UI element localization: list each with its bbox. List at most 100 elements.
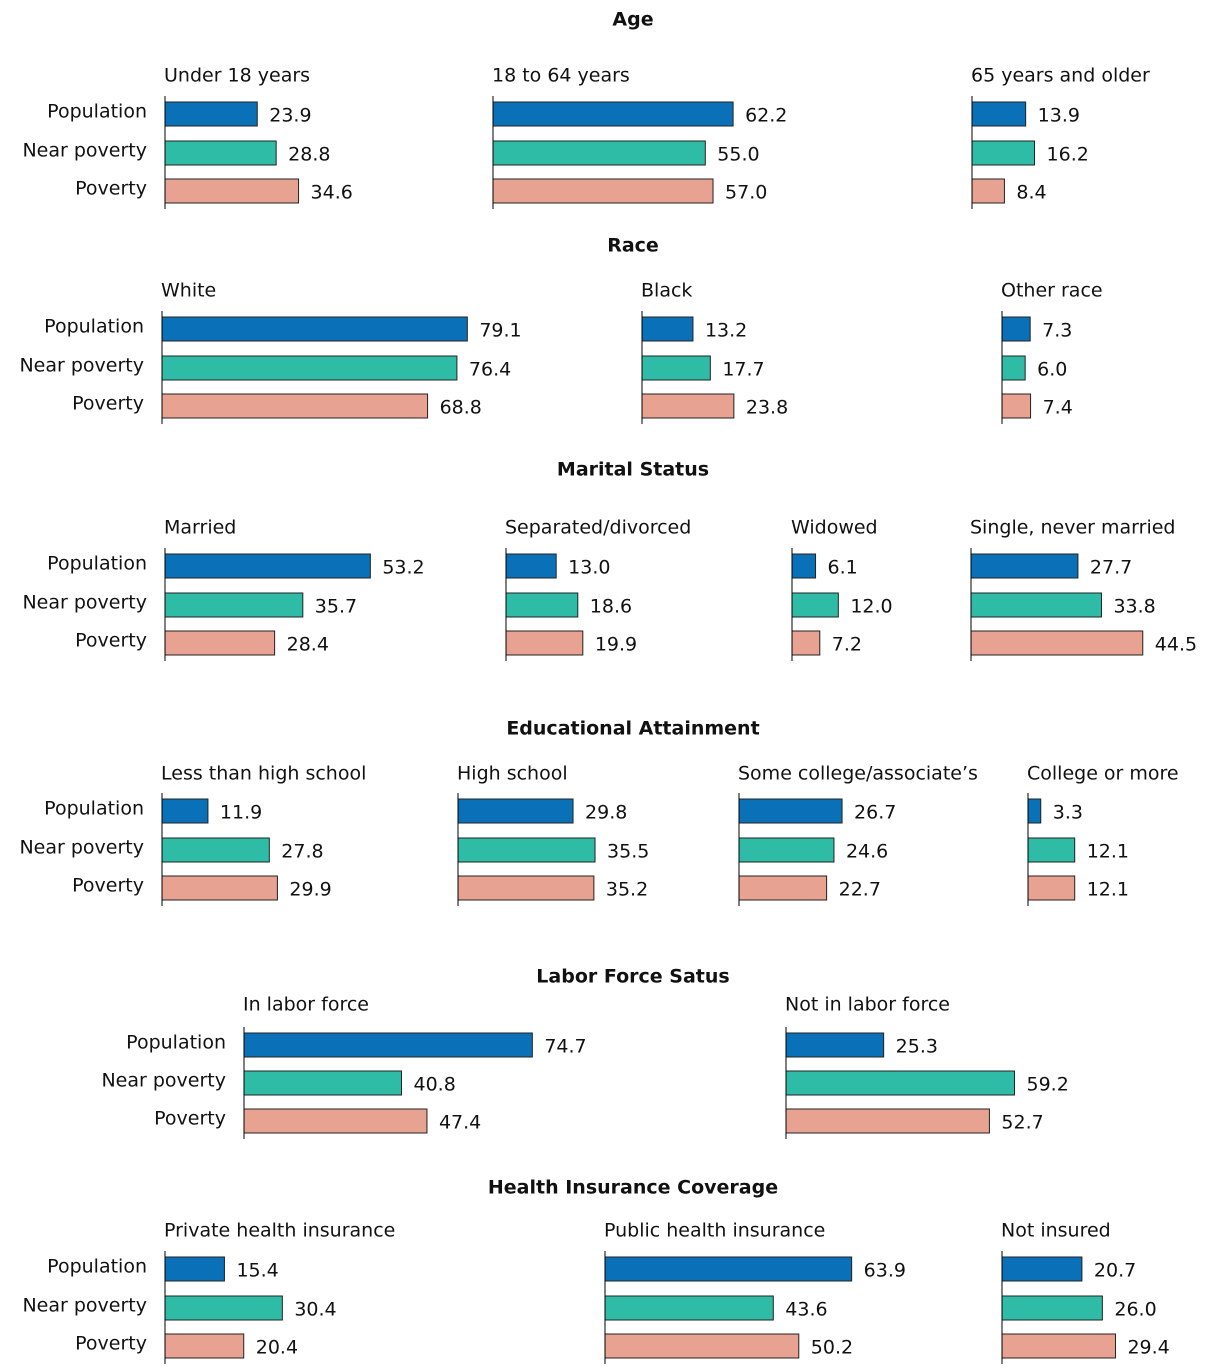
value-label: 44.5 — [1155, 634, 1197, 656]
panel-title: Not in labor force — [785, 994, 950, 1016]
value-label: 12.0 — [850, 596, 892, 618]
value-label: 50.2 — [811, 1337, 853, 1359]
bar — [457, 875, 595, 901]
bar — [161, 316, 468, 342]
bar — [1001, 355, 1026, 381]
section-title: Race — [607, 235, 659, 257]
value-label: 35.2 — [606, 879, 648, 901]
section-title: Age — [612, 9, 653, 31]
value-label: 76.4 — [469, 359, 511, 381]
value-label: 28.4 — [287, 634, 329, 656]
bar — [1001, 1333, 1116, 1359]
value-label: 53.2 — [382, 557, 424, 579]
value-label: 35.5 — [607, 841, 649, 863]
bar — [161, 837, 270, 863]
value-label: 20.4 — [256, 1337, 298, 1359]
bar — [164, 178, 300, 204]
bar — [970, 630, 1144, 656]
value-label: 18.6 — [590, 596, 632, 618]
value-label: 29.8 — [585, 802, 627, 824]
value-label: 27.7 — [1090, 557, 1132, 579]
bar — [164, 1333, 245, 1359]
panel-title: Other race — [1001, 280, 1103, 302]
value-label: 7.4 — [1043, 397, 1073, 419]
value-label: 23.8 — [746, 397, 788, 419]
bar — [492, 140, 706, 166]
bar — [505, 630, 584, 656]
category-label: Population — [126, 1032, 226, 1054]
bar — [785, 1032, 885, 1058]
category-label: Population — [47, 1256, 147, 1278]
bar — [243, 1070, 402, 1096]
value-label: 34.6 — [311, 182, 353, 204]
bar — [164, 630, 276, 656]
panel-title: Not insured — [1001, 1220, 1111, 1242]
value-label: 22.7 — [839, 879, 881, 901]
value-label: 63.9 — [864, 1260, 906, 1282]
panel-title: Married — [164, 517, 236, 539]
value-label: 6.0 — [1037, 359, 1067, 381]
bar — [970, 592, 1102, 618]
bar — [971, 101, 1027, 127]
value-label: 15.4 — [236, 1260, 278, 1282]
category-label: Near poverty — [22, 1295, 147, 1317]
category-label: Poverty — [75, 178, 147, 200]
bar — [641, 355, 711, 381]
bar — [457, 798, 574, 824]
bar — [1001, 1295, 1103, 1321]
bar — [161, 393, 429, 419]
bar — [1001, 393, 1032, 419]
bar — [505, 592, 579, 618]
value-label: 28.8 — [288, 144, 330, 166]
value-label: 33.8 — [1113, 596, 1155, 618]
bar — [604, 1333, 800, 1359]
panel-title: Separated/divorced — [505, 517, 691, 539]
value-label: 30.4 — [294, 1299, 336, 1321]
panel-title: Some college/associate’s — [738, 763, 978, 785]
section-title: Health Insurance Coverage — [488, 1177, 778, 1199]
category-label: Near poverty — [19, 355, 144, 377]
bar — [161, 355, 458, 381]
value-label: 40.8 — [413, 1074, 455, 1096]
value-label: 6.1 — [828, 557, 858, 579]
value-label: 7.2 — [832, 634, 862, 656]
category-label: Poverty — [154, 1108, 226, 1130]
category-label: Population — [44, 798, 144, 820]
bar — [785, 1108, 990, 1134]
value-label: 27.8 — [281, 841, 323, 863]
bar — [738, 798, 843, 824]
bar — [738, 875, 828, 901]
panel-title: High school — [457, 763, 568, 785]
value-label: 3.3 — [1053, 802, 1083, 824]
category-label: Population — [47, 101, 147, 123]
value-label: 24.6 — [846, 841, 888, 863]
bar — [1001, 316, 1031, 342]
value-label: 26.7 — [854, 802, 896, 824]
panel-title: Under 18 years — [164, 65, 310, 87]
bar — [164, 592, 304, 618]
value-label: 13.0 — [568, 557, 610, 579]
panel-title: Less than high school — [161, 763, 366, 785]
value-label: 23.9 — [269, 105, 311, 127]
panel-title: Widowed — [791, 517, 878, 539]
bar — [791, 630, 821, 656]
panel-title: Private health insurance — [164, 1220, 395, 1242]
bar — [641, 316, 694, 342]
bar — [970, 553, 1079, 579]
value-label: 35.7 — [315, 596, 357, 618]
bar — [791, 553, 817, 579]
category-label: Near poverty — [22, 140, 147, 162]
bar — [505, 553, 557, 579]
bar — [243, 1108, 428, 1134]
value-label: 62.2 — [745, 105, 787, 127]
bar — [161, 875, 278, 901]
bar — [161, 798, 209, 824]
bar — [971, 178, 1005, 204]
panel-title: Single, never married — [970, 517, 1175, 539]
bar — [164, 101, 258, 127]
value-label: 74.7 — [544, 1036, 586, 1058]
bar — [604, 1295, 774, 1321]
value-label: 59.2 — [1027, 1074, 1069, 1096]
panel-title: In labor force — [243, 994, 369, 1016]
value-label: 7.3 — [1042, 320, 1072, 342]
